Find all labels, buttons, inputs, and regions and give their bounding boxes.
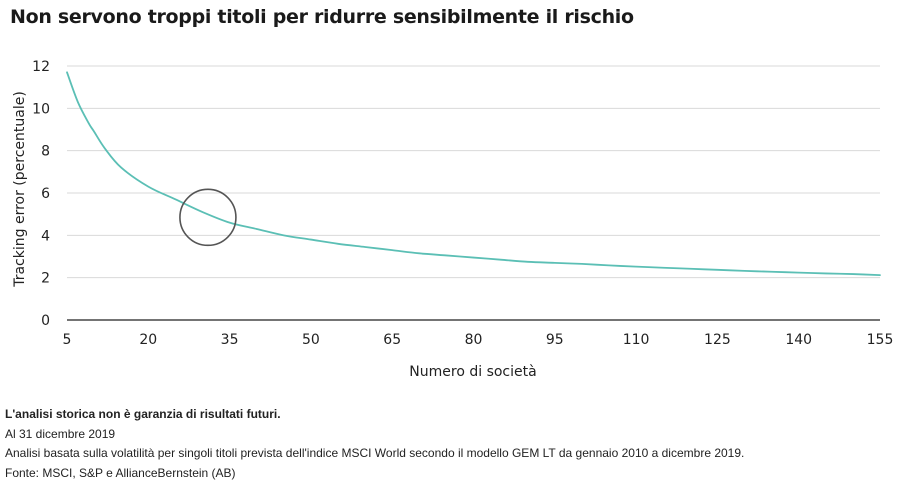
y-axis-label: Tracking error (percentuale) (12, 91, 28, 288)
y-tick-label: 8 (41, 144, 50, 160)
series-line-tracking-error (66, 71, 881, 277)
y-tick-label: 4 (41, 228, 50, 244)
x-tick-label: 80 (465, 332, 483, 348)
x-tick-label: 20 (139, 332, 157, 348)
x-tick-label: 95 (546, 332, 564, 348)
chart-title: Non servono troppi titoli per ridurre se… (10, 6, 634, 28)
y-tick-label: 10 (32, 101, 50, 117)
grid-layer (67, 65, 880, 321)
series-layer (66, 71, 881, 277)
y-tick-label: 12 (32, 59, 50, 75)
tracking-error-chart: 0 2 4 6 8 10 12 5 20 35 50 65 80 95 110 125 140 155 Trac… (12, 59, 894, 380)
x-tick-label: 155 (867, 332, 894, 348)
highlight-circle (179, 188, 237, 247)
date-note: Al 31 dicembre 2019 (5, 426, 116, 441)
x-tick-label: 140 (785, 332, 812, 348)
y-tick-label: 2 (41, 271, 50, 287)
x-axis-label: Numero di società (409, 364, 536, 380)
x-tick-label: 125 (704, 332, 731, 348)
analysis-note: Analisi basata sulla volatilità per sing… (5, 446, 745, 460)
x-tick-label: 35 (221, 332, 239, 348)
y-tick-labels: 0 2 4 6 8 10 12 (32, 59, 50, 329)
source-note: Fonte: MSCI, S&P e AllianceBernstein (AB… (5, 465, 236, 480)
disclaimer-note: L'analisi storica non è garanzia di risu… (5, 407, 281, 421)
x-tick-label: 65 (383, 332, 401, 348)
footnotes: L'analisi storica non è garanzia di risu… (5, 405, 744, 483)
y-tick-label: 0 (41, 313, 50, 329)
x-tick-labels: 5 20 35 50 65 80 95 110 125 140 155 (63, 332, 894, 348)
x-tick-label: 110 (623, 332, 650, 348)
annotation-layer (179, 188, 237, 247)
y-tick-label: 6 (41, 186, 50, 202)
x-tick-label: 5 (63, 332, 72, 348)
x-tick-label: 50 (302, 332, 320, 348)
